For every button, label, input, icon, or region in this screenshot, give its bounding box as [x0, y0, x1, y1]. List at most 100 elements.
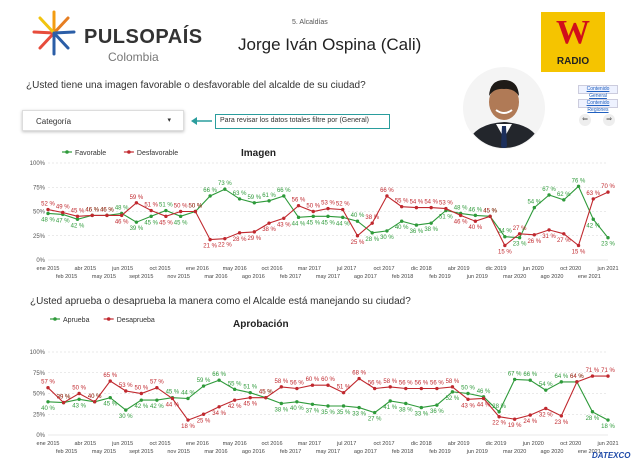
general-content-link[interactable]: Contenido General — [578, 85, 618, 99]
data-point — [201, 412, 206, 416]
data-label: 23 % — [601, 242, 615, 248]
x-tick-label-lower: may 2015 — [92, 449, 116, 455]
x-tick-label: may 2016 — [223, 266, 247, 272]
legend-label-1: Desaprueba — [117, 317, 155, 324]
data-point — [575, 380, 579, 384]
data-label: 66 % — [380, 188, 394, 194]
data-label: 44 % — [181, 390, 195, 396]
data-point — [164, 208, 168, 213]
data-point — [264, 395, 268, 400]
data-point — [296, 203, 301, 208]
data-point — [466, 397, 470, 402]
data-label: 58 % — [274, 379, 288, 385]
data-label: 25 % — [197, 418, 211, 424]
data-point — [310, 383, 315, 387]
data-label: 53 % — [321, 201, 335, 207]
data-point — [282, 194, 286, 198]
data-point — [124, 408, 128, 412]
data-label: 46 % — [454, 219, 468, 225]
data-label: 44 % — [336, 221, 350, 227]
legend-marker-0 — [65, 150, 69, 154]
data-point — [591, 217, 595, 221]
data-label: 43 % — [277, 222, 291, 228]
data-label: 38 % — [274, 407, 288, 413]
data-label: 41 % — [383, 405, 397, 411]
data-point — [357, 405, 361, 410]
category-dropdown[interactable]: Categoría ▾ — [22, 110, 184, 131]
data-label: 56 % — [430, 381, 444, 387]
data-label: 33 % — [414, 412, 428, 418]
data-label: 46 % — [469, 207, 483, 213]
y-tick-label: 0% — [36, 258, 45, 264]
data-point — [341, 390, 346, 395]
data-label: 49 % — [56, 204, 70, 210]
data-point — [296, 215, 301, 220]
data-label: 30 % — [119, 414, 133, 420]
y-tick-label: 100% — [30, 350, 46, 356]
data-label: 42 % — [71, 223, 85, 229]
data-point — [326, 206, 330, 211]
data-label: 71 % — [586, 368, 600, 374]
x-tick-label: mar 2017 — [298, 266, 321, 272]
x-tick-label-lower: nov 2015 — [167, 449, 190, 455]
data-point — [105, 213, 109, 218]
data-label: 53 % — [439, 201, 453, 207]
data-point — [267, 221, 271, 225]
data-point — [77, 391, 81, 396]
next-page-icon[interactable]: ⇒ — [603, 114, 615, 126]
data-point — [488, 214, 492, 219]
data-point — [559, 414, 564, 418]
data-label: 46 % — [85, 207, 99, 213]
data-point — [341, 404, 346, 408]
data-label: 45 % — [243, 402, 257, 408]
data-point — [532, 233, 537, 237]
data-label: 52 % — [336, 202, 350, 208]
regions-content-link[interactable]: Contenido Regiones — [578, 99, 618, 113]
data-point — [429, 221, 433, 225]
chevron-down-icon: ▾ — [167, 117, 171, 124]
data-label: 58 % — [383, 379, 397, 385]
data-point — [473, 213, 478, 218]
data-point — [46, 207, 50, 212]
data-label: 53 % — [119, 383, 133, 389]
data-label: 45 % — [321, 220, 335, 226]
y-tick-label: 75% — [33, 371, 46, 377]
legend-label-1: Desfavorable — [137, 150, 178, 157]
x-tick-label: jun 2015 — [111, 441, 133, 447]
data-label: 46 % — [115, 219, 129, 225]
data-label: 38 % — [262, 227, 276, 233]
x-tick-label-lower: ago 2017 — [354, 449, 377, 455]
legend-label-0: Favorable — [75, 150, 106, 157]
data-point — [326, 383, 330, 387]
data-point — [223, 187, 227, 191]
data-point — [134, 201, 139, 205]
data-point — [458, 213, 463, 218]
data-label: 36 % — [410, 229, 424, 235]
x-tick-label-lower: jun 2019 — [466, 274, 488, 280]
data-point — [252, 201, 257, 205]
x-tick-label-lower: sept 2015 — [129, 274, 153, 280]
data-point — [466, 391, 470, 396]
data-point — [139, 398, 144, 402]
x-tick-label: ene 2015 — [37, 441, 60, 447]
data-point — [517, 235, 522, 240]
prev-page-icon[interactable]: ⇐ — [579, 114, 591, 126]
x-tick-label-lower: may 2017 — [316, 274, 340, 280]
data-label: 24 % — [523, 419, 537, 425]
data-label: 46 % — [100, 207, 114, 213]
data-label: 56 % — [399, 381, 413, 387]
data-label: 18 % — [601, 424, 615, 430]
data-point — [370, 231, 374, 235]
data-point — [46, 400, 50, 404]
y-tick-label: 50% — [33, 392, 46, 398]
data-point — [311, 209, 315, 214]
data-point — [372, 410, 377, 415]
data-label: 54 % — [424, 200, 438, 206]
data-label: 40 % — [88, 394, 102, 400]
data-point — [108, 395, 112, 400]
x-tick-label-lower: jun 2019 — [466, 449, 488, 455]
x-tick-label: oct 2015 — [149, 266, 170, 272]
data-label: 40 % — [41, 406, 55, 412]
data-point — [149, 214, 153, 219]
data-label: 54 % — [539, 382, 553, 388]
